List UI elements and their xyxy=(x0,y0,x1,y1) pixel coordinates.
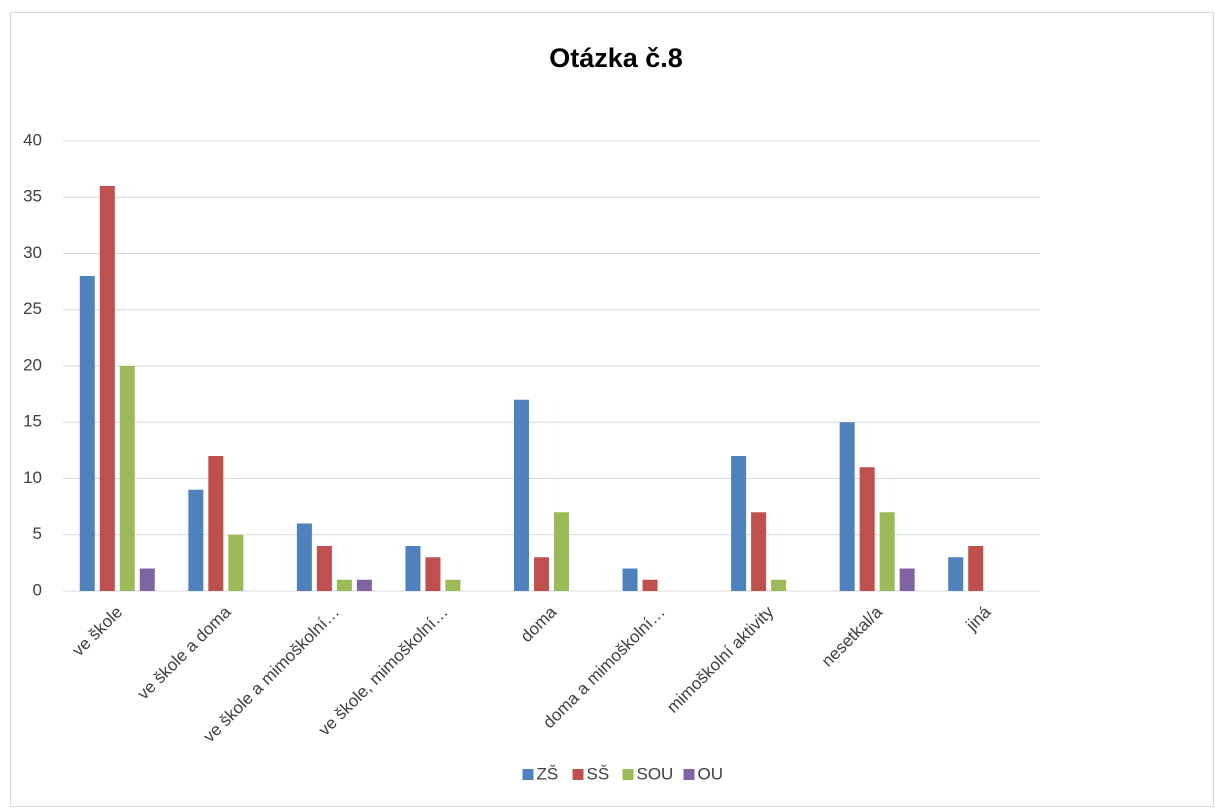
y-tick-label: 40 xyxy=(23,130,42,149)
bar xyxy=(208,456,224,591)
bar xyxy=(405,546,421,591)
y-tick-label: 10 xyxy=(23,468,42,487)
bar xyxy=(445,579,461,591)
legend-swatch xyxy=(683,769,695,780)
bar xyxy=(839,422,855,591)
y-tick-label: 5 xyxy=(33,524,42,543)
bar xyxy=(139,568,155,591)
bar xyxy=(188,489,204,591)
bar xyxy=(968,546,984,591)
legend-swatch xyxy=(622,769,634,780)
bar xyxy=(534,557,549,591)
bar xyxy=(751,512,767,591)
bar xyxy=(642,579,658,591)
bar xyxy=(316,546,332,591)
bar xyxy=(228,534,244,591)
legend-label: SOU xyxy=(637,764,674,783)
y-tick-label: 0 xyxy=(33,580,42,599)
bar xyxy=(119,366,135,591)
bar xyxy=(879,512,895,591)
bar xyxy=(859,467,875,591)
legend-label: SŠ xyxy=(587,764,610,783)
legend-swatch xyxy=(572,769,584,780)
y-tick-label: 25 xyxy=(23,299,42,318)
legend-swatch xyxy=(522,769,534,780)
y-tick-label: 30 xyxy=(23,243,42,262)
legend-label: ZŠ xyxy=(537,764,559,783)
bar xyxy=(771,579,787,591)
bar xyxy=(79,276,95,591)
chart-border xyxy=(10,12,1214,807)
bar xyxy=(425,557,441,591)
bar xyxy=(99,186,115,591)
chart-title: Otázka č.8 xyxy=(549,43,683,73)
y-tick-label: 15 xyxy=(23,412,42,431)
bar xyxy=(514,399,529,591)
bar xyxy=(356,579,372,591)
bar xyxy=(731,456,747,591)
bar xyxy=(899,568,915,591)
bar xyxy=(554,512,569,591)
bar xyxy=(296,523,312,591)
y-tick-label: 20 xyxy=(23,355,42,374)
y-tick-label: 35 xyxy=(23,187,42,206)
bar xyxy=(948,557,964,591)
bar xyxy=(336,579,352,591)
bar xyxy=(622,568,638,591)
legend-label: OU xyxy=(698,764,724,783)
